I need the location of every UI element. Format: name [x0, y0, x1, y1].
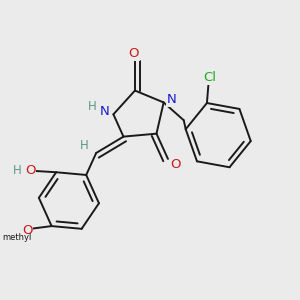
Text: H: H	[13, 164, 22, 177]
Text: N: N	[167, 93, 177, 106]
Text: O: O	[170, 158, 180, 171]
Text: Cl: Cl	[203, 71, 216, 84]
Text: O: O	[22, 224, 32, 237]
Text: H: H	[80, 139, 89, 152]
Text: O: O	[25, 164, 36, 177]
Text: methyl: methyl	[2, 233, 32, 242]
Text: N: N	[100, 105, 110, 118]
Text: O: O	[128, 47, 139, 60]
Text: H: H	[88, 100, 96, 113]
